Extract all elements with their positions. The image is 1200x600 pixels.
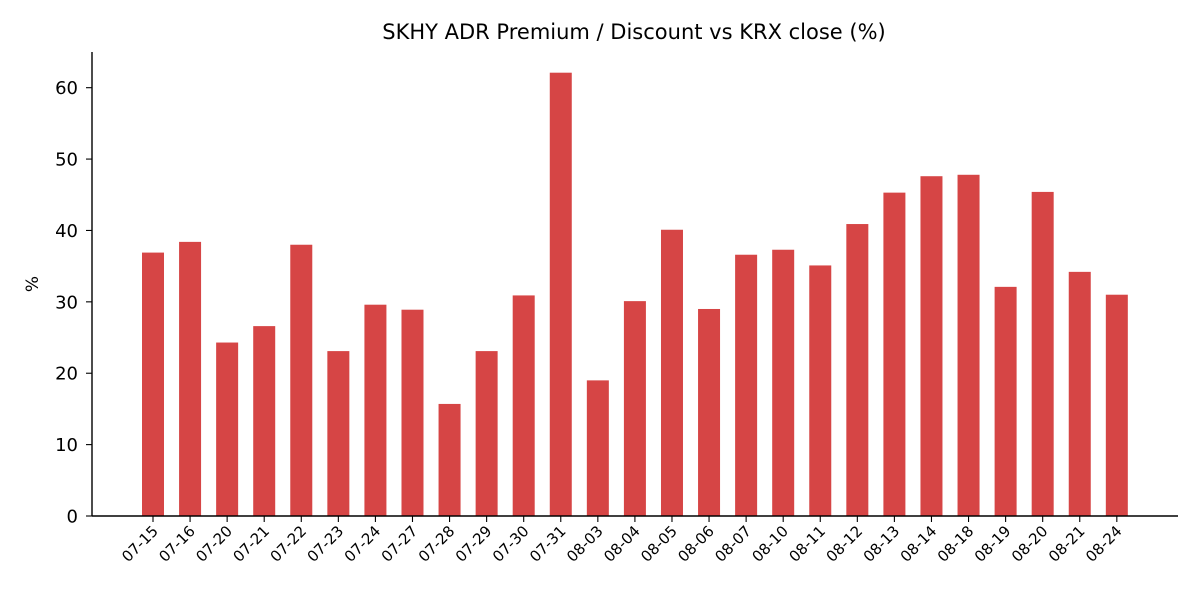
x-tick-label: 08-18 [934, 522, 978, 566]
x-tick-label: 07-31 [526, 522, 570, 566]
x-tick-label: 07-29 [452, 522, 496, 566]
bar-07-23 [327, 351, 350, 516]
x-tick-label: 07-23 [304, 522, 348, 566]
y-tick-label: 60 [55, 78, 78, 99]
bar-07-31 [549, 72, 572, 516]
x-tick-label: 07-16 [155, 522, 199, 566]
x-tick-label: 07-30 [489, 522, 533, 566]
x-tick-label: 07-24 [341, 522, 385, 566]
bar-07-29 [475, 351, 498, 516]
x-tick-label: 08-11 [786, 522, 830, 566]
x-tick-label: 08-10 [748, 522, 792, 566]
bar-08-07 [735, 254, 758, 517]
y-tick-label: 30 [55, 292, 78, 313]
bar-08-13 [883, 192, 906, 516]
y-axis: 0 10 20 30 40 50 60 [55, 52, 93, 528]
x-tick-label: 08-13 [860, 522, 904, 566]
y-tick-label: 50 [55, 150, 78, 171]
bars-group [142, 72, 1128, 517]
x-tick-label: 07-22 [267, 522, 311, 566]
x-tick-label: 07-28 [415, 522, 459, 566]
bar-07-24 [364, 304, 387, 516]
y-tick-label: 20 [55, 364, 78, 385]
y-tick-label: 10 [55, 435, 78, 456]
x-tick-label: 08-12 [823, 522, 867, 566]
bar-07-22 [290, 244, 313, 517]
bar-08-20 [1031, 191, 1054, 516]
x-tick-label: 07-21 [229, 522, 273, 566]
bar-08-10 [772, 249, 795, 517]
x-tick-label: 08-03 [563, 522, 607, 566]
x-tick-label: 08-04 [600, 522, 644, 566]
bar-08-24 [1105, 294, 1128, 516]
chart-title: SKHY ADR Premium / Discount vs KRX close… [382, 20, 886, 44]
bar-07-16 [179, 241, 202, 516]
bar-07-30 [512, 295, 535, 516]
x-tick-label: 07-27 [378, 522, 422, 566]
bar-08-03 [586, 380, 609, 516]
bar-07-15 [142, 252, 164, 516]
bar-07-21 [253, 326, 276, 516]
x-tick-label: 08-07 [711, 522, 755, 566]
x-tick-label: 08-14 [897, 522, 941, 566]
bar-08-04 [623, 301, 646, 516]
y-axis-label: % [23, 276, 43, 292]
x-tick-label: 08-06 [674, 522, 718, 566]
bar-08-05 [660, 229, 683, 516]
bar-08-18 [957, 174, 980, 516]
bar-08-06 [698, 308, 721, 516]
x-tick-label: 07-15 [118, 522, 162, 566]
bar-08-14 [920, 176, 943, 516]
x-tick-label: 08-20 [1008, 522, 1052, 566]
bar-08-19 [994, 286, 1017, 516]
x-tick-label: 07-20 [192, 522, 236, 566]
y-tick-label: 0 [67, 507, 78, 528]
bar-07-20 [216, 342, 239, 516]
x-tick-label: 08-05 [637, 522, 681, 566]
y-tick-label: 40 [55, 221, 78, 242]
x-axis: 07-1507-1607-2007-2107-2207-2307-2407-27… [92, 515, 1178, 566]
bar-07-27 [401, 309, 424, 516]
x-tick-label: 08-21 [1045, 522, 1089, 566]
bar-08-21 [1068, 271, 1091, 516]
x-tick-label: 08-19 [971, 522, 1015, 566]
bar-07-28 [438, 403, 461, 516]
x-tick-label: 08-24 [1082, 522, 1126, 566]
bar-08-11 [809, 265, 832, 516]
bar-08-12 [846, 224, 869, 517]
